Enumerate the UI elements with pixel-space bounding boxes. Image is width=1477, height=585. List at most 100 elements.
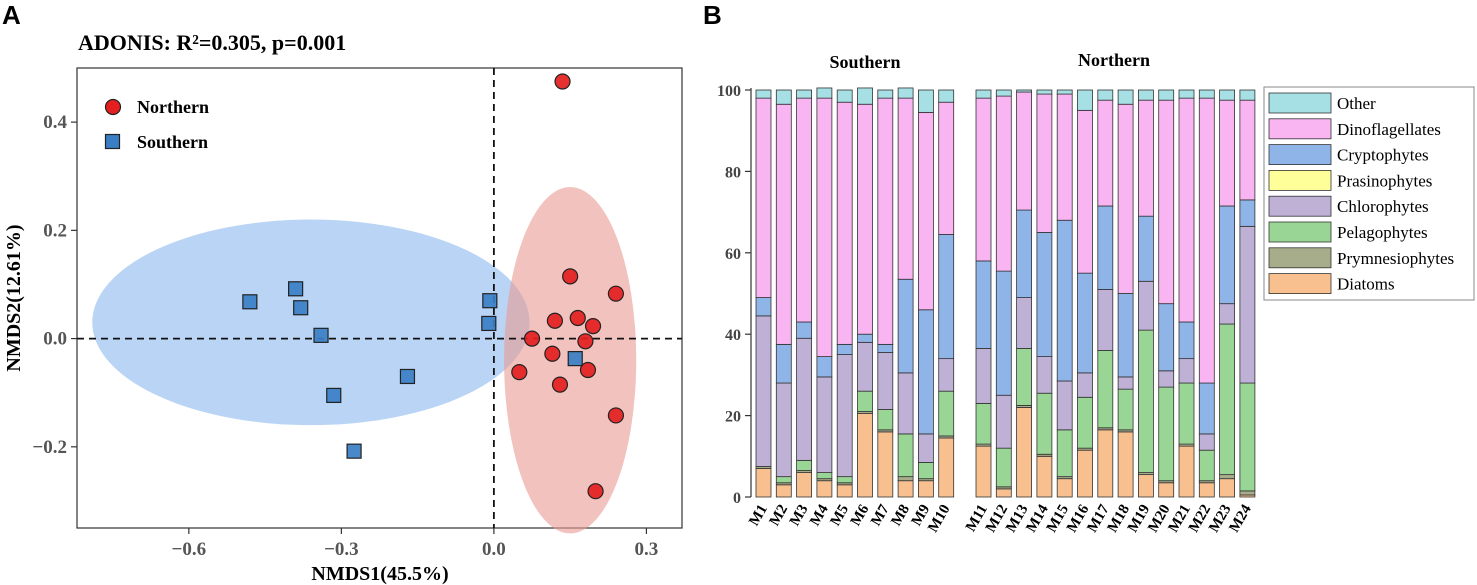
legend-southern-marker — [104, 133, 121, 150]
segment-chlorophytes — [1117, 376, 1134, 390]
y-tick-label: 0.0 — [43, 329, 67, 350]
bar-M1 — [755, 89, 772, 498]
segment-pelagophytes — [796, 459, 812, 471]
bar-y-tick-label: 40 — [725, 327, 741, 344]
segment-pelagophytes — [877, 409, 894, 431]
y-axis-ticks: −0.2 0.0 0.2 0.4 — [32, 112, 77, 458]
x-tick-label: −0.3 — [324, 539, 359, 560]
x-tick-label: −0.6 — [172, 539, 207, 560]
segment-chlorophytes — [816, 376, 833, 473]
segment-cryptophytes — [938, 234, 955, 360]
segment-dinoflagellates — [1178, 97, 1195, 323]
bar-y-tick-label: 0 — [733, 490, 741, 507]
taxa-legend: Other Dinoflagellates Cryptophytes Prasinop… — [1263, 86, 1475, 301]
segment-cryptophytes — [1198, 382, 1215, 435]
legend-swatch-cryptophytes — [1268, 144, 1332, 166]
segment-diatoms — [836, 484, 853, 498]
panel-a-title: ADONIS: R²=0.305, p=0.001 — [78, 30, 346, 55]
bar-M15 — [1056, 89, 1073, 498]
bar-M21 — [1178, 89, 1195, 498]
segment-diatoms — [938, 437, 955, 498]
segment-diatoms — [816, 480, 833, 498]
segment-pelagophytes — [897, 433, 914, 478]
segment-dinoflagellates — [918, 111, 934, 311]
segment-pelagophytes — [975, 402, 992, 445]
segment-diatoms — [918, 480, 934, 498]
segment-diatoms — [1198, 482, 1215, 498]
segment-dinoflagellates — [1056, 93, 1073, 221]
bar-y-tick-label: 60 — [725, 246, 741, 263]
segment-pelagophytes — [857, 390, 873, 412]
segment-pelagophytes — [1219, 323, 1235, 476]
segment-pelagophytes — [836, 476, 853, 484]
segment-chlorophytes — [1219, 303, 1235, 325]
legend-southern-label: Southern — [137, 132, 208, 152]
point-southern — [242, 294, 258, 310]
sample-label-M8: M8 — [888, 502, 913, 529]
legend-swatch-other — [1268, 92, 1332, 114]
segment-diatoms — [1056, 478, 1073, 498]
point-northern — [584, 318, 602, 335]
segment-cryptophytes — [1056, 219, 1073, 382]
segment-cryptophytes — [1138, 215, 1154, 282]
point-southern — [481, 315, 497, 332]
segment-cryptophytes — [1077, 272, 1093, 374]
point-northern — [607, 285, 625, 302]
segment-pelagophytes — [1198, 449, 1215, 482]
segment-chlorophytes — [877, 352, 894, 410]
segment-dinoflagellates — [877, 97, 894, 345]
segment-cryptophytes — [775, 343, 792, 384]
segment-diatoms — [1097, 429, 1114, 498]
segment-dinoflagellates — [836, 101, 853, 345]
segment-pelagophytes — [1178, 382, 1195, 445]
segment-dinoflagellates — [796, 97, 812, 323]
sample-label-M6: M6 — [848, 502, 873, 529]
bar-M4 — [816, 87, 833, 498]
group-label-northern: Northern — [1078, 50, 1150, 70]
point-northern — [551, 376, 569, 393]
sample-label-M10: M10 — [925, 502, 953, 535]
segment-pelagophytes — [1138, 329, 1154, 473]
segment-other — [1117, 89, 1134, 105]
segment-other — [816, 87, 833, 99]
bar-M3 — [796, 89, 812, 498]
y-tick-label: 0.4 — [43, 112, 67, 133]
segment-dinoflagellates — [1097, 99, 1114, 207]
segment-other — [1198, 89, 1215, 99]
bar-M19 — [1138, 89, 1154, 498]
scatter-points — [242, 73, 625, 500]
segment-dinoflagellates — [1138, 99, 1154, 217]
legend-label-other: Other — [1337, 94, 1376, 113]
segment-chlorophytes — [897, 372, 914, 435]
legend-label-prymnesiophytes: Prymnesiophytes — [1337, 249, 1454, 268]
segment-cryptophytes — [755, 297, 772, 317]
x-axis-ticks: −0.6 −0.3 0.0 0.3 — [172, 528, 658, 560]
legend-swatch-pelagophytes — [1268, 221, 1332, 243]
point-northern — [546, 312, 563, 329]
bar-y-tick-label: 20 — [725, 409, 741, 426]
bar-M6 — [857, 87, 873, 498]
segment-other — [975, 89, 992, 99]
segment-diatoms — [897, 480, 914, 498]
point-northern — [511, 364, 528, 381]
segment-pelagophytes — [1239, 382, 1256, 492]
bar-M8 — [897, 87, 914, 498]
stacked-bars — [755, 87, 1256, 498]
segment-chlorophytes — [1077, 372, 1093, 398]
sample-label-M2: M2 — [767, 502, 792, 529]
segment-dinoflagellates — [775, 103, 792, 345]
bar-M11 — [975, 89, 992, 498]
segment-chlorophytes — [1138, 280, 1154, 331]
segment-diatoms — [1138, 474, 1154, 498]
bar-M20 — [1158, 89, 1175, 498]
segment-dinoflagellates — [1239, 99, 1256, 201]
segment-other — [1138, 89, 1154, 101]
nmds-plot: −0.6 −0.3 0.0 0.3 −0.2 0.0 0.2 0.4 Northern So… — [32, 67, 683, 560]
legend-label-cryptophytes: Cryptophytes — [1337, 146, 1429, 165]
segment-cryptophytes — [1036, 232, 1053, 357]
segment-pelagophytes — [918, 462, 934, 480]
segment-cryptophytes — [1097, 205, 1114, 290]
segment-cryptophytes — [816, 356, 833, 378]
legend-label-diatoms: Diatoms — [1337, 275, 1395, 294]
